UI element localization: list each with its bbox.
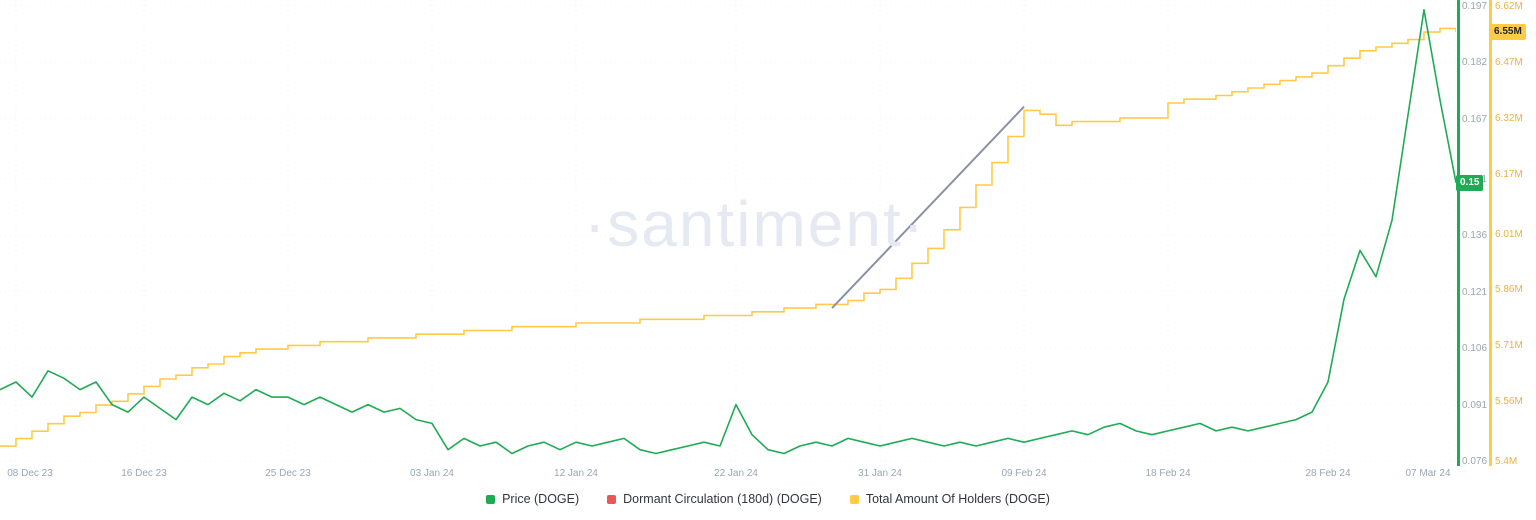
legend-label: Dormant Circulation (180d) (DOGE)	[623, 492, 822, 506]
x-axis-tick: 31 Jan 24	[858, 468, 902, 479]
legend-item[interactable]: Price (DOGE)	[486, 492, 579, 506]
x-axis-tick: 07 Mar 24	[1405, 468, 1451, 479]
trend-line-annotation[interactable]	[831, 106, 1025, 309]
legend-swatch-icon	[486, 494, 496, 504]
holders-axis-tick: 5.71M	[1495, 340, 1523, 352]
price-axis-tick: 0.091	[1462, 399, 1488, 411]
holders-axis-tick: 5.86M	[1495, 284, 1523, 296]
holders-axis-tick: 6.32M	[1495, 112, 1523, 124]
price-axis-tick: 0.076	[1462, 456, 1488, 467]
x-axis-tick: 28 Feb 24	[1305, 468, 1351, 479]
price-axis-line	[1457, 0, 1460, 466]
legend-swatch-icon	[607, 494, 617, 504]
legend-label: Price (DOGE)	[502, 492, 580, 506]
x-axis-tick: 16 Dec 23	[121, 468, 167, 479]
price-current-value-badge: 0.15	[1456, 174, 1484, 191]
holders-axis-line	[1489, 0, 1492, 466]
price-axis-tick: 0.182	[1462, 57, 1488, 69]
price-axis-tick: 0.136	[1462, 230, 1488, 242]
chart-legend: Price (DOGE) Dormant Circulation (180d) (…	[0, 492, 1536, 506]
holders-axis-tick: 5.4M	[1495, 456, 1518, 467]
holders-axis-tick: 6.17M	[1495, 168, 1523, 180]
price-axis-tick: 0.167	[1462, 113, 1488, 125]
price-axis-tick: 0.121	[1462, 286, 1488, 298]
x-axis-tick: 08 Dec 23	[7, 468, 53, 479]
legend-label: Total Amount Of Holders (DOGE)	[865, 492, 1050, 506]
price-axis-tick: 0.106	[1462, 343, 1488, 355]
holders-axis-tick: 6.47M	[1495, 56, 1523, 68]
price-axis-tick: 0.197	[1462, 1, 1488, 12]
holders-line-series	[0, 27, 1456, 447]
plot-area[interactable]	[0, 0, 1456, 466]
holders-axis-tick: 5.56M	[1495, 396, 1523, 408]
holders-axis-tick: 6.01M	[1495, 228, 1523, 240]
x-axis-tick: 22 Jan 24	[714, 468, 758, 479]
x-axis-tick: 03 Jan 24	[410, 468, 454, 479]
x-axis-tick: 18 Feb 24	[1145, 468, 1191, 479]
x-axis-tick: 09 Feb 24	[1001, 468, 1047, 479]
x-axis-tick: 25 Dec 23	[265, 468, 311, 479]
holders-current-value-badge: 6.55M	[1490, 24, 1526, 41]
holders-axis-tick: 6.62M	[1495, 1, 1523, 12]
x-axis-tick: 12 Jan 24	[554, 468, 598, 479]
legend-item[interactable]: Total Amount Of Holders (DOGE)	[849, 492, 1050, 506]
price-line-series	[0, 9, 1456, 455]
legend-swatch-icon	[849, 494, 859, 504]
legend-item[interactable]: Dormant Circulation (180d) (DOGE)	[607, 492, 822, 506]
